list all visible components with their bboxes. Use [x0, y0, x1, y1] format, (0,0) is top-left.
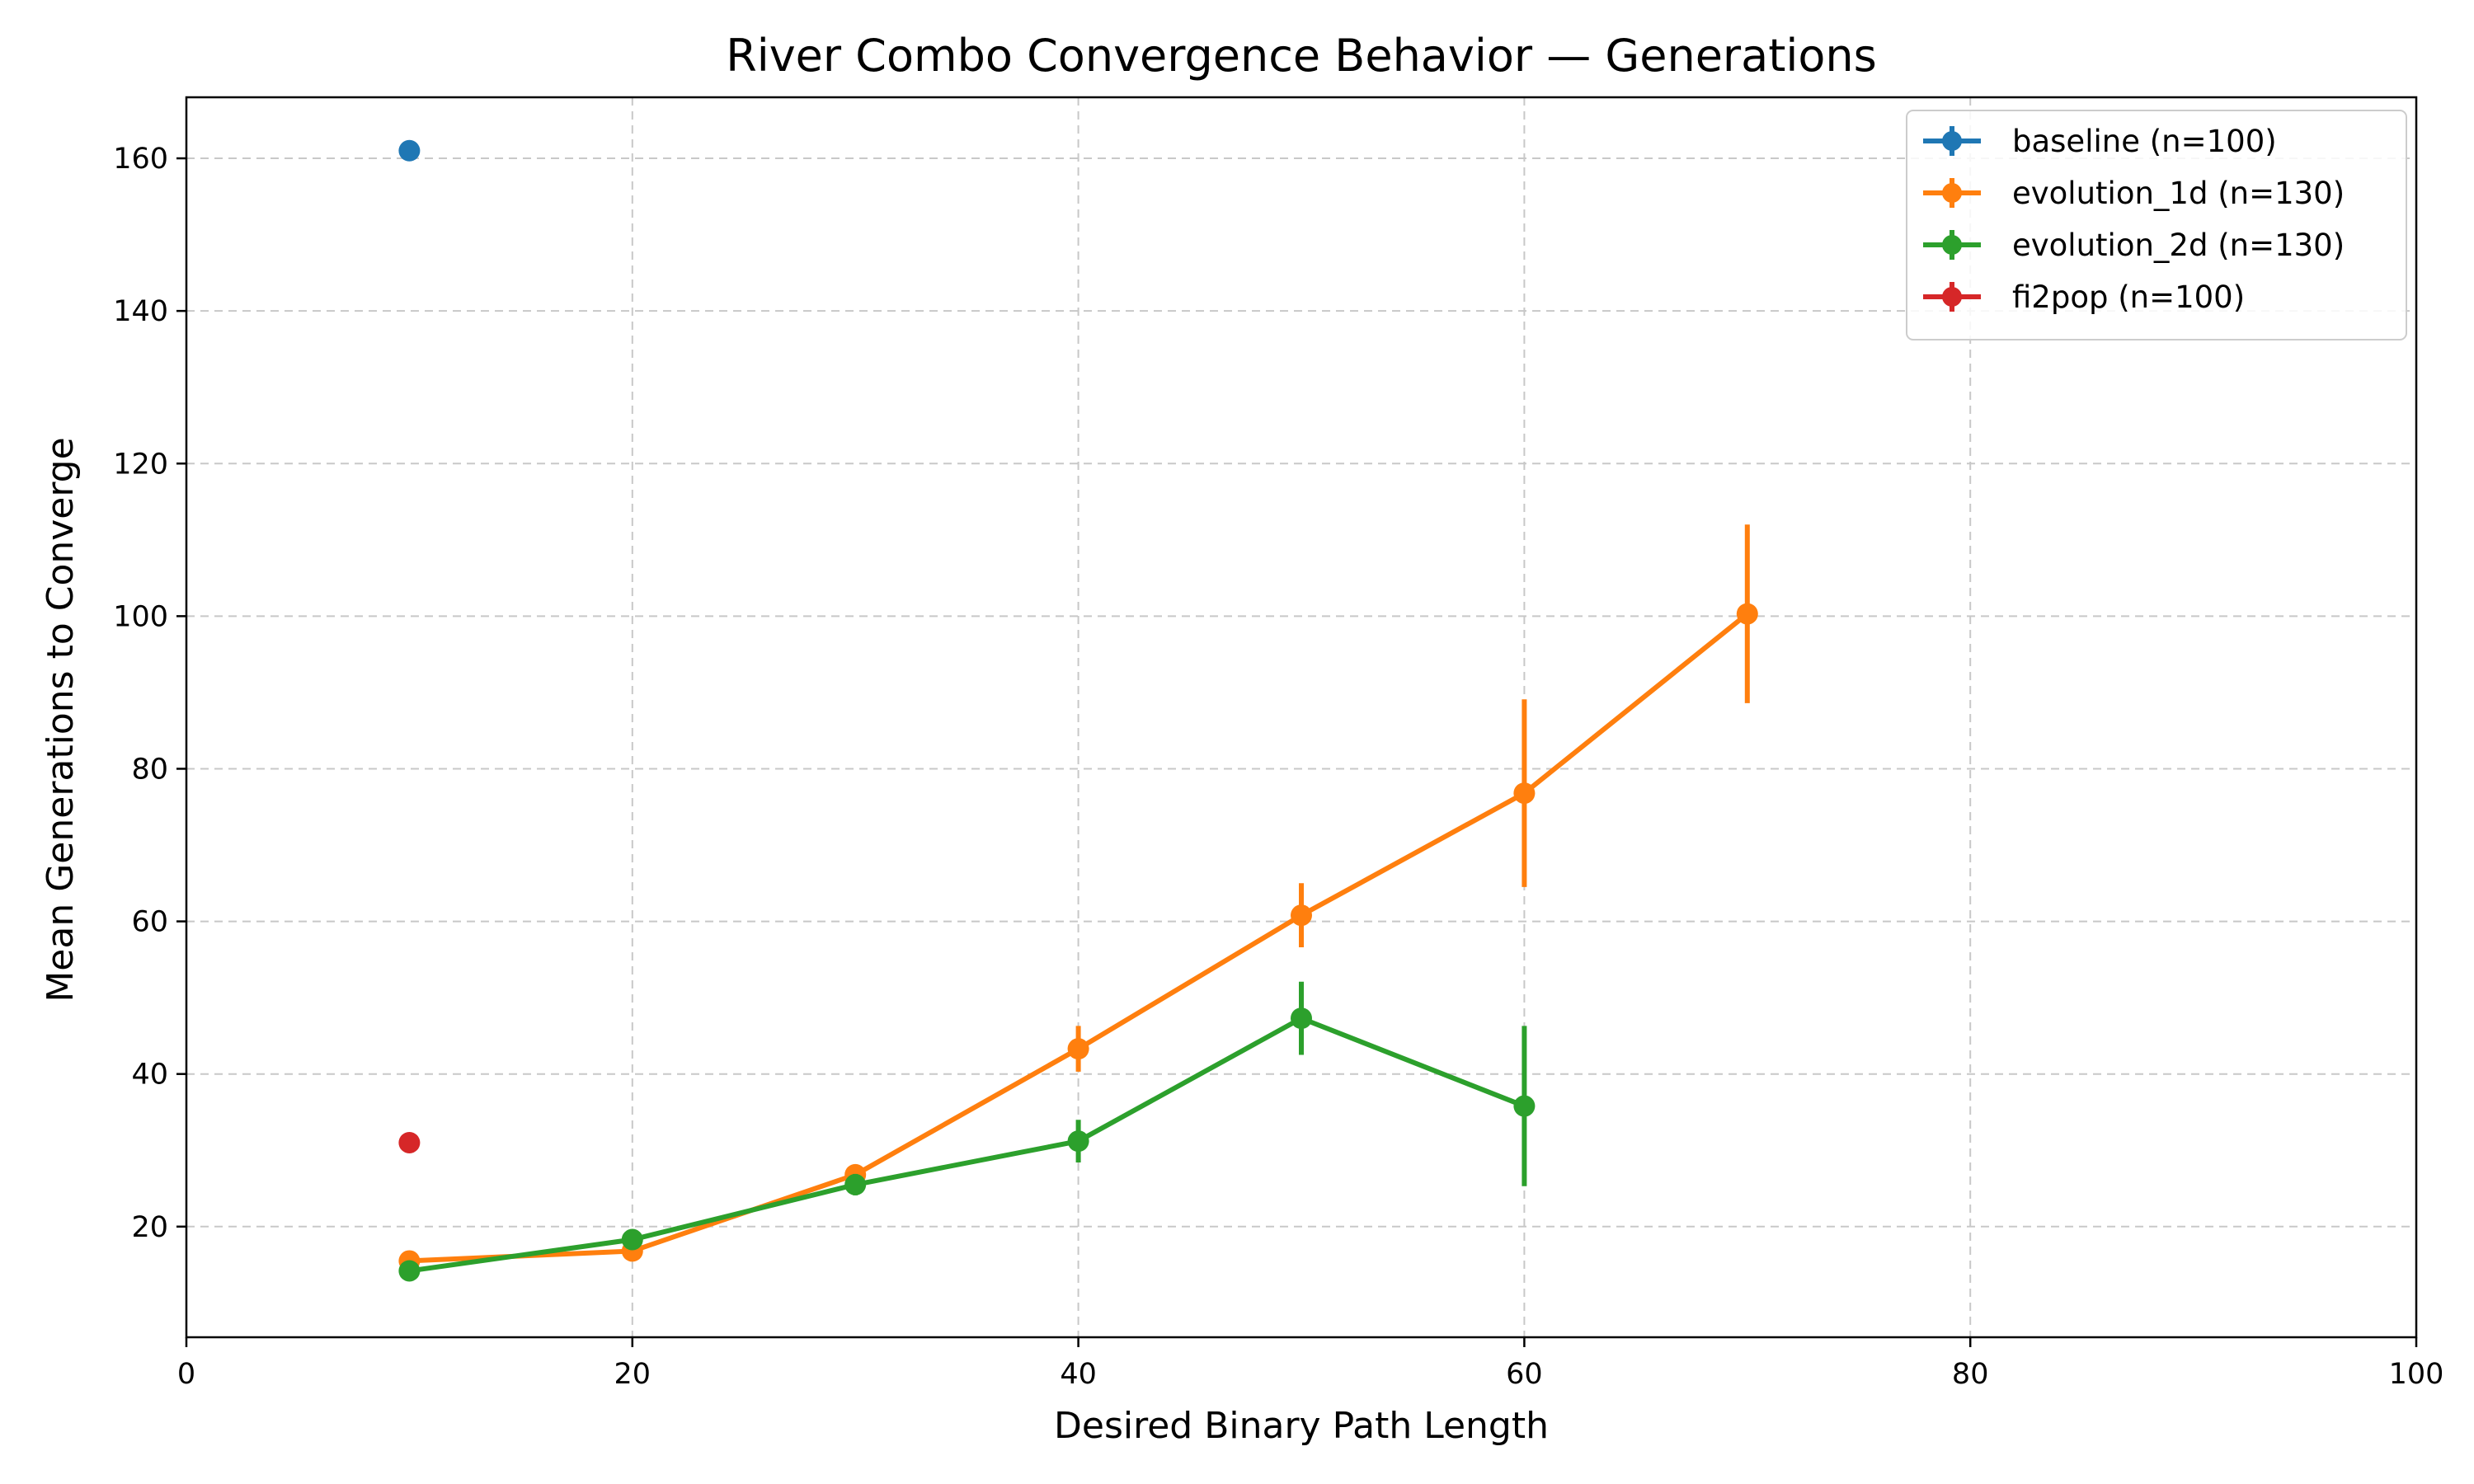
axis-ticks: 0 20 40 60 80 100 20 40 60 80 100 120 140 160: [113, 143, 2443, 1391]
legend-item: baseline (n=100): [1923, 124, 2277, 159]
chart-title: River Combo Convergence Behavior — Gener…: [726, 30, 1877, 82]
legend-label: baseline (n=100): [2012, 124, 2277, 159]
legend-marker: [1942, 235, 1962, 255]
data-point: [1067, 1038, 1089, 1060]
x-tick-label: 40: [1060, 1358, 1097, 1391]
y-tick-label: 160: [113, 143, 168, 176]
data-point: [398, 139, 421, 162]
series-0: [398, 139, 421, 162]
data-point: [398, 1260, 421, 1282]
legend-label: evolution_1d (n=130): [2012, 176, 2345, 211]
y-tick-label: 100: [113, 600, 168, 633]
data-point: [1291, 904, 1312, 927]
series-2: [398, 981, 1536, 1282]
legend-marker: [1942, 287, 1962, 307]
x-tick-label: 20: [614, 1358, 651, 1391]
y-axis-label: Mean Generations to Converge: [40, 437, 82, 1002]
y-tick-label: 60: [131, 906, 168, 939]
y-tick-label: 20: [131, 1211, 168, 1244]
series-layer: [398, 139, 1758, 1282]
y-tick-label: 80: [131, 753, 168, 786]
legend-marker: [1942, 131, 1962, 151]
plot-area-frame: [185, 96, 2418, 1339]
x-tick-label: 100: [2389, 1358, 2444, 1391]
data-point: [1736, 603, 1758, 625]
legend-label: evolution_2d (n=130): [2012, 228, 2345, 263]
legend-item: evolution_2d (n=130): [1923, 228, 2345, 263]
legend: baseline (n=100) evolution_1d (n=130) evol…: [1906, 110, 2407, 340]
series-3: [398, 1131, 421, 1153]
data-point: [1291, 1007, 1312, 1030]
data-point: [398, 1131, 421, 1153]
data-point: [1513, 1095, 1536, 1117]
x-tick-label: 0: [177, 1358, 195, 1391]
y-tick-label: 140: [113, 295, 168, 328]
data-point: [1513, 782, 1536, 805]
series-line: [408, 1016, 1526, 1274]
data-point: [621, 1228, 643, 1251]
y-tick-label: 40: [131, 1059, 168, 1092]
y-tick-label: 120: [113, 448, 168, 481]
data-point: [844, 1173, 867, 1195]
legend-item: evolution_1d (n=130): [1923, 176, 2345, 211]
data-point: [1067, 1130, 1089, 1153]
x-tick-label: 60: [1506, 1358, 1543, 1391]
legend-marker: [1942, 183, 1962, 203]
legend-item: fi2pop (n=100): [1923, 279, 2245, 315]
legend-box: [1906, 110, 2407, 340]
x-axis-label: Desired Binary Path Length: [1054, 1405, 1549, 1447]
x-tick-label: 80: [1952, 1358, 1989, 1391]
legend-label: fi2pop (n=100): [2012, 279, 2245, 315]
